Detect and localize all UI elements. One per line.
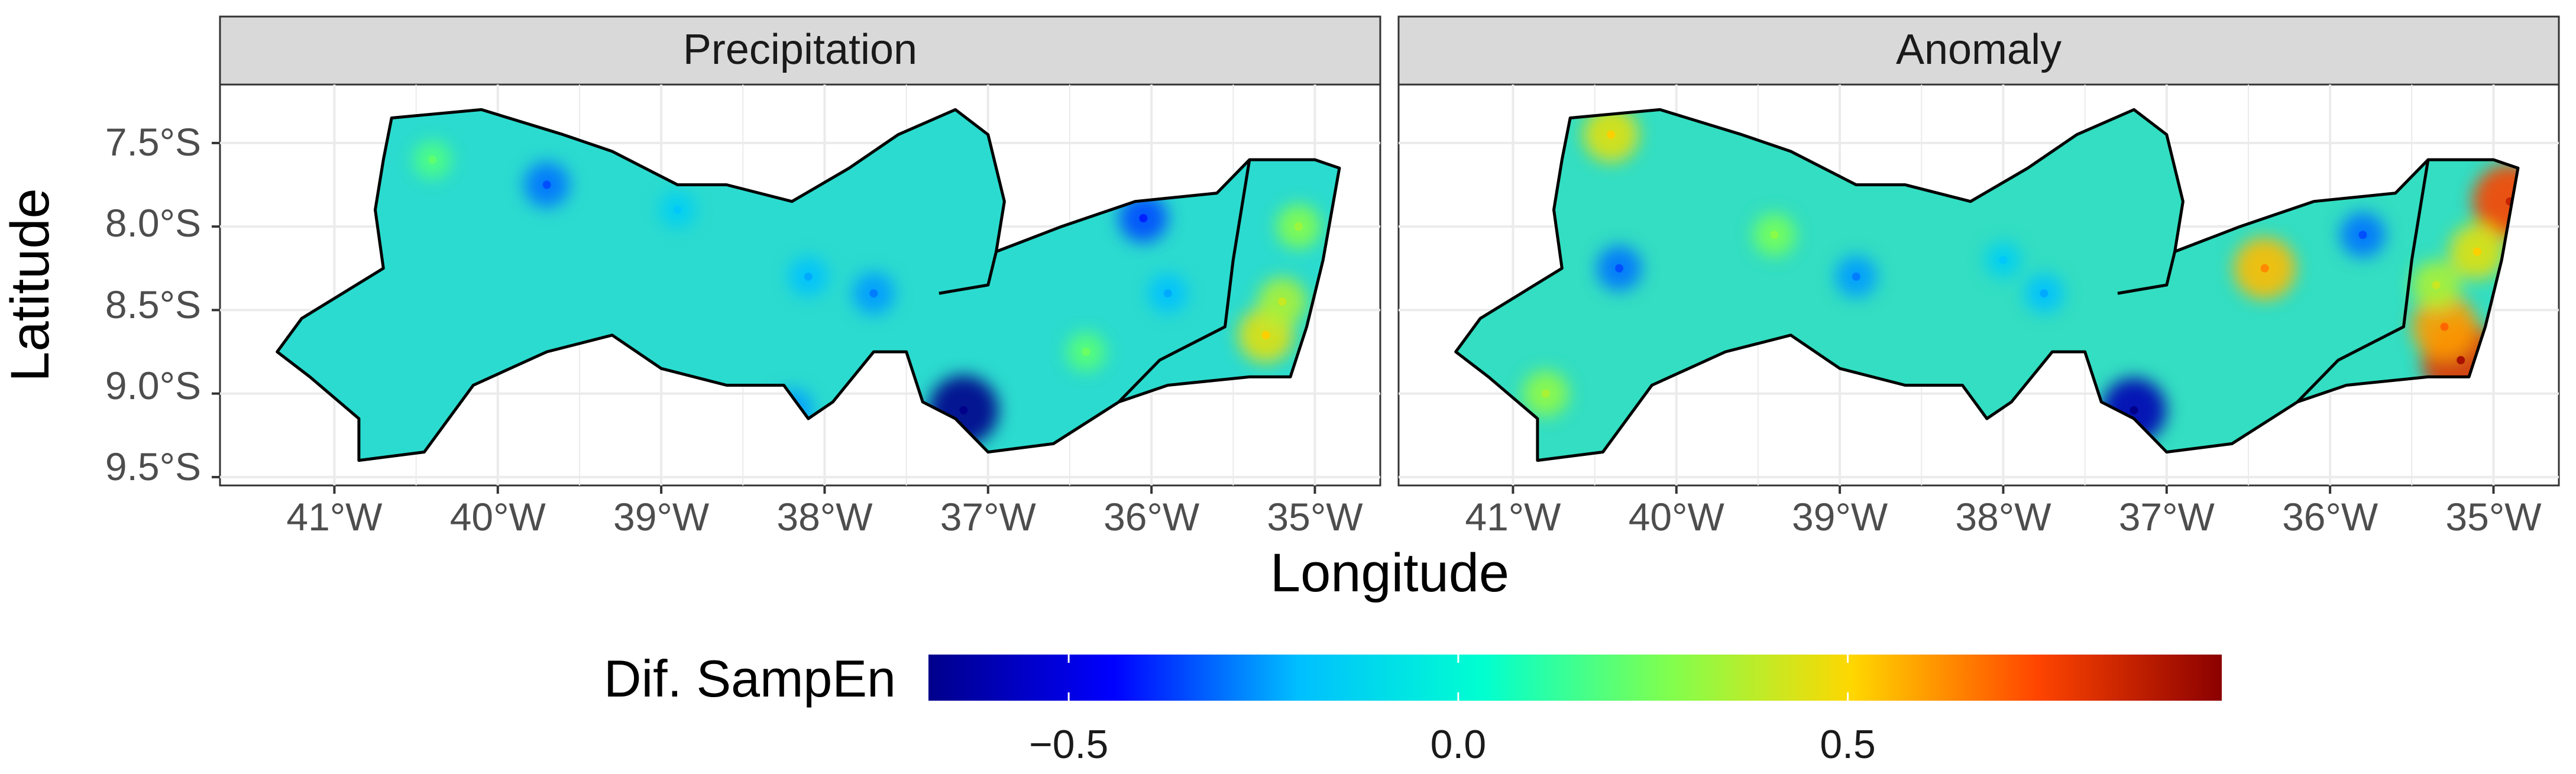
region-outline xyxy=(1454,108,2520,462)
colorbar-tick-label: 0.5 xyxy=(1820,722,1876,767)
station-point xyxy=(2432,281,2441,289)
y-tick-label: 9.0°S xyxy=(105,364,201,407)
station-point xyxy=(2040,289,2048,298)
heatmap-fill xyxy=(277,109,1339,461)
internal-boundary xyxy=(939,251,998,295)
x-axis-anomaly: 41°W 40°W 39°W 38°W 37°W 36°W 35°W xyxy=(1465,485,2542,539)
x-tick-label: 38°W xyxy=(1955,495,2051,539)
internal-boundary xyxy=(2296,159,2430,403)
x-tick-label: 37°W xyxy=(2119,495,2215,539)
station-point xyxy=(869,289,878,298)
x-tick-label: 36°W xyxy=(2282,495,2378,539)
colorbar-tick-label: 0.0 xyxy=(1431,722,1487,767)
x-tick-label: 37°W xyxy=(940,495,1037,539)
x-tick-label: 38°W xyxy=(776,495,873,539)
x-tick-label: 35°W xyxy=(2445,495,2542,539)
x-tick-label: 40°W xyxy=(1629,495,1725,539)
y-tick-label: 9.5°S xyxy=(105,445,201,488)
y-axis: 7.5°S 8.0°S 8.5°S 9.0°S 9.5°S Latitude xyxy=(0,120,220,488)
x-tick-label: 39°W xyxy=(1792,495,1888,539)
x-tick-label: 40°W xyxy=(450,495,546,539)
station-point xyxy=(1261,331,1270,339)
station-point xyxy=(1541,389,1550,398)
station-point xyxy=(1139,214,1148,222)
station-point xyxy=(2358,231,2367,239)
station-point xyxy=(2473,247,2481,256)
y-tick-label: 8.5°S xyxy=(105,283,201,326)
station-point xyxy=(1082,348,1090,356)
station-point xyxy=(542,180,551,189)
internal-boundary xyxy=(1118,159,1251,403)
panel-precipitation: Precipitation xyxy=(219,15,1381,487)
station-point xyxy=(1770,231,1779,239)
map-region xyxy=(1454,108,2520,462)
colorbar-ticks: −0.5 0.0 0.5 xyxy=(1029,655,1876,767)
station-point xyxy=(2260,264,2269,273)
strip-background xyxy=(219,15,1381,86)
colorbar-tick-label: −0.5 xyxy=(1029,722,1108,767)
station-point xyxy=(2440,322,2449,331)
colorbar-legend: Dif. SampEn −0.5 0.0 0.5 xyxy=(604,649,2222,767)
x-tick-label: 41°W xyxy=(286,495,383,539)
x-tick-label: 41°W xyxy=(1465,495,1561,539)
station-point xyxy=(673,205,682,214)
map-region xyxy=(276,108,1341,462)
station-point xyxy=(959,406,968,414)
x-tick-label: 39°W xyxy=(613,495,710,539)
station-point xyxy=(1294,222,1303,231)
heatmap-fill xyxy=(1455,109,2518,461)
colorbar xyxy=(928,655,2222,701)
heatmap-tint xyxy=(1455,109,2518,461)
internal-boundary xyxy=(2117,251,2177,295)
station-point xyxy=(2457,356,2465,365)
station-point xyxy=(1607,130,1616,139)
station-point xyxy=(1163,289,1172,298)
station-point xyxy=(1615,264,1624,273)
region-outline xyxy=(276,108,1341,462)
strip-background xyxy=(1397,15,2560,86)
y-tick-label: 7.5°S xyxy=(105,120,201,164)
y-tick-marks xyxy=(212,141,220,478)
y-axis-title: Latitude xyxy=(0,188,60,381)
station-point xyxy=(2130,406,2138,414)
x-tick-label: 35°W xyxy=(1267,495,1363,539)
strip-label: Anomaly xyxy=(1896,26,2062,73)
x-axis-title: Longitude xyxy=(1270,543,1509,603)
legend-title: Dif. SampEn xyxy=(604,649,896,708)
panel-anomaly: Anomaly xyxy=(1397,15,2560,487)
strip-label: Precipitation xyxy=(683,26,917,73)
station-point xyxy=(1278,297,1287,306)
station-point xyxy=(428,156,437,164)
station-point xyxy=(1852,272,1860,281)
y-tick-label: 8.0°S xyxy=(105,201,201,245)
x-axis-precipitation: 41°W 40°W 39°W 38°W 37°W 36°W 35°W xyxy=(286,485,1363,539)
heatmap-base xyxy=(1455,109,2518,461)
station-point xyxy=(1999,255,2008,264)
station-point xyxy=(804,272,813,281)
x-tick-label: 36°W xyxy=(1103,495,1200,539)
